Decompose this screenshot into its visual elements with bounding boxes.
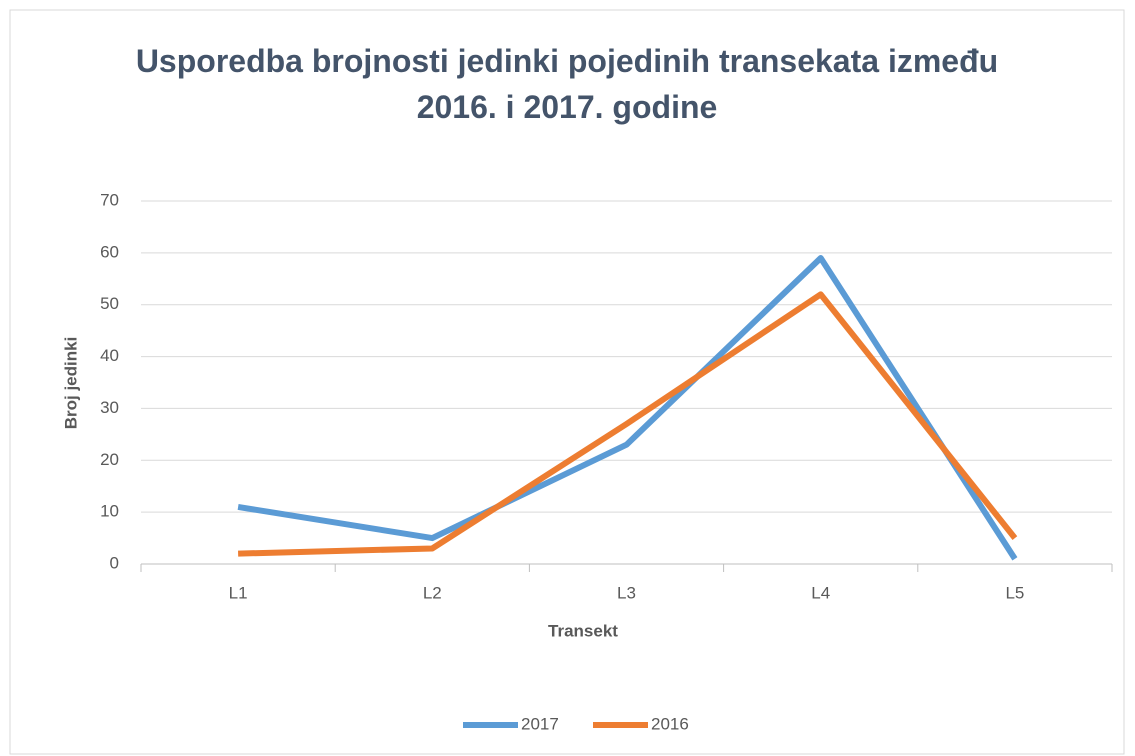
x-tick-label: L1 (229, 583, 248, 602)
chart-border (9, 9, 1125, 755)
x-tick-label: L4 (811, 583, 830, 602)
x-tick-label: L3 (617, 583, 636, 602)
legend-label: 2016 (651, 714, 689, 733)
y-tick-label: 50 (100, 294, 119, 313)
y-tick-label: 60 (100, 242, 119, 261)
y-tick-label: 0 (110, 553, 119, 572)
chart-title: Usporedba brojnosti jedinki pojedinih tr… (135, 43, 999, 126)
x-tick-label: L5 (1005, 583, 1024, 602)
y-tick-label: 70 (100, 190, 119, 209)
series-line (238, 291, 1018, 557)
x-axis-label: Transekt (548, 621, 618, 640)
y-axis-label: Broj jedinki (61, 337, 80, 430)
y-tick-label: 30 (100, 398, 119, 417)
x-tick-label: L2 (423, 583, 442, 602)
series-line (237, 255, 1018, 561)
y-tick-label: 10 (100, 502, 119, 521)
y-tick-label: 40 (100, 346, 119, 365)
legend-label: 2017 (521, 714, 559, 733)
y-tick-label: 20 (100, 450, 119, 469)
